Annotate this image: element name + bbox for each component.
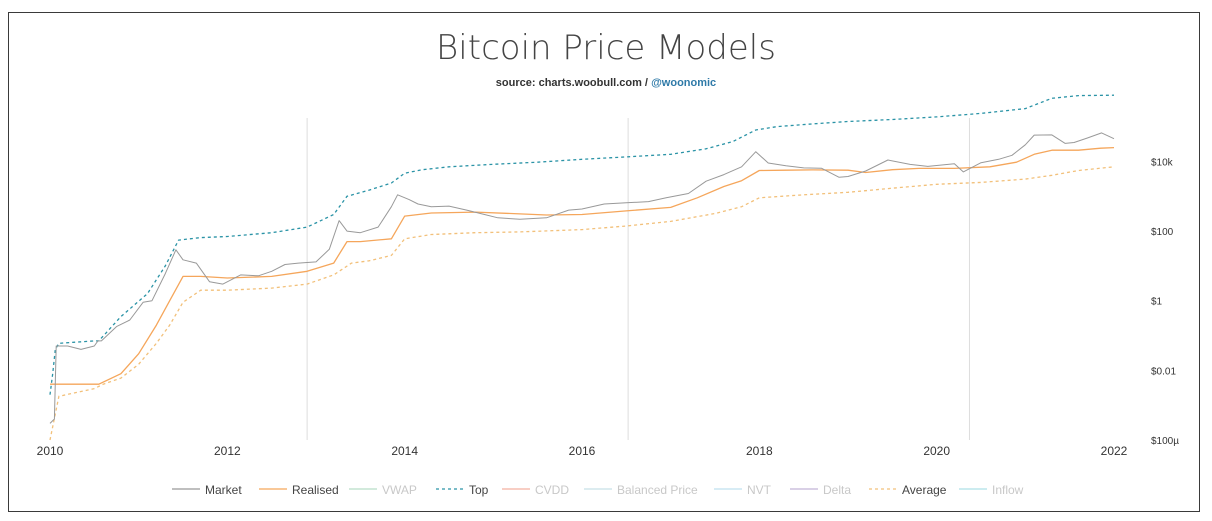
legend-item-average[interactable]: Average <box>869 483 947 497</box>
legend-item-inflow[interactable]: Inflow <box>959 483 1024 497</box>
series-line-realised <box>50 146 1115 385</box>
legend-label: Inflow <box>992 483 1024 497</box>
series-line-market <box>49 132 1115 424</box>
legend-label: Balanced Price <box>617 483 698 497</box>
legend-label: NVT <box>747 483 772 497</box>
chart-subtitle: source: charts.woobull.com / @woonomic <box>0 77 1212 89</box>
series-line-average <box>49 166 1115 441</box>
legend-item-balanced-price[interactable]: Balanced Price <box>584 483 698 497</box>
legend-label: Top <box>469 483 489 497</box>
y-tick-label: $10k <box>1151 157 1174 168</box>
series-line-top <box>49 94 1115 395</box>
legend-item-nvt[interactable]: NVT <box>714 483 772 497</box>
y-tick-label: $100 <box>1151 227 1174 238</box>
x-tick-label: 2020 <box>923 444 950 458</box>
x-tick-label: 2016 <box>569 444 596 458</box>
x-tick-label: 2022 <box>1101 444 1128 458</box>
legend-item-vwap[interactable]: VWAP <box>349 483 417 497</box>
legend-label: VWAP <box>382 483 417 497</box>
chart-frame <box>8 12 1200 512</box>
legend-label: Delta <box>823 483 851 497</box>
legend-item-realised[interactable]: Realised <box>259 483 339 497</box>
legend-item-cvdd[interactable]: CVDD <box>502 483 569 497</box>
legend-item-top[interactable]: Top <box>436 483 489 497</box>
subtitle-source: source: charts.woobull.com / <box>495 77 652 89</box>
x-tick-label: 2010 <box>37 444 64 458</box>
legend-item-delta[interactable]: Delta <box>790 483 851 497</box>
legend-label: Market <box>205 483 242 497</box>
legend-label: Realised <box>292 483 339 497</box>
y-tick-label: $100µ <box>1151 436 1179 447</box>
x-tick-label: 2012 <box>214 444 241 458</box>
legend-label: Average <box>902 483 947 497</box>
y-tick-label: $0.01 <box>1151 366 1176 377</box>
x-tick-label: 2014 <box>391 444 418 458</box>
y-tick-label: $1 <box>1151 297 1163 308</box>
subtitle-handle-link[interactable]: @woonomic <box>651 77 717 89</box>
x-tick-label: 2018 <box>746 444 773 458</box>
chart-title: Bitcoin Price Models <box>436 28 776 68</box>
legend-item-market[interactable]: Market <box>172 483 242 497</box>
legend-label: CVDD <box>535 483 569 497</box>
